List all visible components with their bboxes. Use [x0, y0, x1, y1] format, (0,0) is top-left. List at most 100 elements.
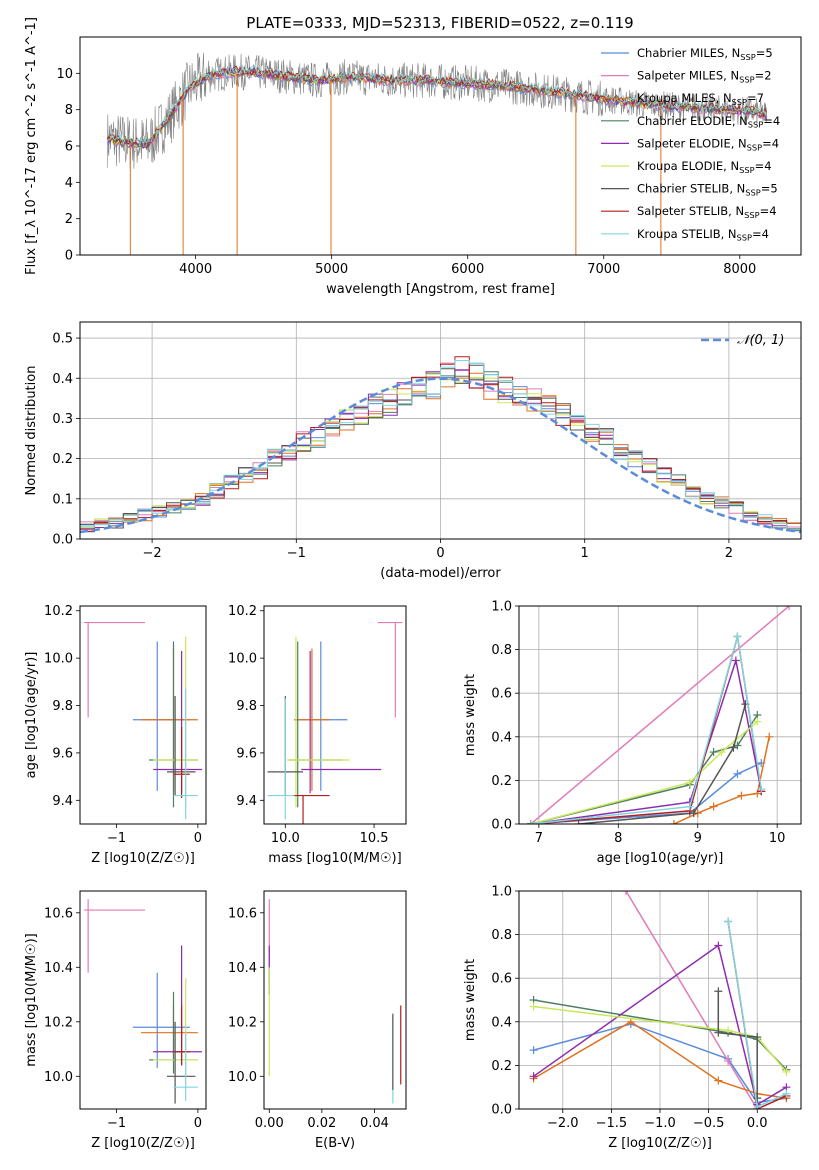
weight-point-marker: [574, 820, 583, 824]
weight-point-marker: [621, 891, 630, 895]
y-tick-label: 9.8: [52, 699, 73, 714]
x-tick-label: 7: [535, 831, 543, 846]
x-tick-label: 5000: [315, 262, 348, 277]
y-tick-label: 0.8: [491, 928, 512, 943]
legend-entry: Salpeter STELIB, NSSP=4: [637, 204, 777, 220]
y-tick-label: 0.2: [52, 452, 73, 467]
weight-point-marker: [753, 1094, 762, 1103]
y-tick-label: 1.0: [491, 885, 512, 900]
weight-series-line: [530, 762, 762, 824]
y-tick-label: 6: [65, 140, 73, 155]
x-axis-label: Z [log10(Z/Z☉)]: [91, 1136, 195, 1151]
x-tick-label: 0.02: [307, 1116, 336, 1131]
y-tick-label: 10.0: [228, 1070, 257, 1085]
errorbar-point: [294, 641, 348, 791]
weight-point-marker: [733, 769, 742, 778]
errorbar-point: [149, 641, 198, 808]
errorbar-point: [153, 945, 202, 1066]
errorbar-point: [294, 794, 330, 824]
errorbar-point: [267, 698, 295, 820]
plot-area-mass-vs-ebv: [268, 899, 402, 1104]
axes-frame: [518, 605, 802, 825]
x-tick-label: −2: [143, 546, 162, 561]
y-tick-label: 0.0: [52, 533, 73, 548]
errorbar-point: [377, 621, 403, 718]
axes-frame: [79, 890, 207, 1110]
y-tick-label: 0: [65, 249, 73, 264]
errorbar-point: [287, 636, 350, 808]
x-tick-label: 8: [614, 831, 622, 846]
y-tick-label: 10.6: [44, 906, 73, 921]
weight-point-marker: [782, 1067, 791, 1076]
legend-entry: Kroupa ELODIE, NSSP=4: [637, 159, 772, 175]
weight-series-line: [530, 720, 758, 824]
y-tick-label: 0.1: [52, 492, 73, 507]
y-tick-label: 0.3: [52, 412, 73, 427]
x-tick-label: 2: [725, 546, 733, 561]
x-tick-label: 9: [694, 831, 702, 846]
errorbar-point: [173, 1032, 198, 1101]
y-axis-label: Flux [f_λ 10^-17 erg cm^-2 s^-1 A^-1]: [24, 17, 39, 275]
weight-point-marker: [724, 917, 733, 926]
x-tick-label: 7000: [587, 262, 620, 277]
weight-point-marker: [669, 820, 678, 824]
x-tick-label: 10.5: [360, 831, 389, 846]
x-tick-label: 10: [769, 831, 786, 846]
weight-series-line: [530, 714, 758, 824]
x-tick-label: −2.0: [547, 1116, 579, 1131]
weight-series-line: [533, 1005, 787, 1073]
weight-point-marker: [757, 785, 766, 794]
weight-point-marker: [714, 987, 723, 996]
errorbar-point: [301, 651, 382, 794]
y-tick-label: 10.4: [228, 961, 257, 976]
x-tick-label: 0.00: [255, 1116, 284, 1131]
y-tick-label: 10.4: [44, 961, 73, 976]
x-axis-label: Z [log10(Z/Z☉)]: [91, 851, 195, 866]
legend-entry: Kroupa MILES, NSSP=7: [637, 91, 764, 107]
y-tick-label: 9.4: [236, 794, 257, 809]
legend-entry: Salpeter MILES, NSSP=2: [637, 69, 772, 85]
weight-point-marker: [753, 789, 762, 798]
weight-point-marker: [782, 1089, 791, 1098]
weight-point-marker: [685, 778, 694, 787]
x-tick-label: −1: [107, 831, 126, 846]
normal-distribution-curve: [80, 377, 801, 534]
y-tick-label: 10.2: [228, 604, 257, 619]
y-tick-label: 8: [65, 103, 73, 118]
weight-series-line: [533, 944, 787, 1106]
panel-mass-vs-ebv: 0.00 0.02 0.04 10.0 10.2 10.4 10.6 E(B-V): [228, 890, 407, 1151]
y-tick-label: 0.5: [52, 332, 73, 347]
y-axis-label: Normed distribution: [24, 366, 39, 496]
x-axis-label: mass [log10(M/M☉)]: [268, 851, 401, 866]
weight-point-marker: [714, 1028, 723, 1037]
panel-weight-vs-Z: −2.0 −1.5 −1.0 −0.5 0.0 0.0 0.2 0.4 0.6 0.8 1.0 Z […: [463, 885, 802, 1151]
weight-point-marker: [709, 802, 718, 811]
figure-title: PLATE=0333, MJD=52313, FIBERID=0522, z=0…: [246, 14, 633, 32]
y-tick-label: 2: [65, 212, 73, 227]
weight-series-line: [625, 891, 758, 1109]
y-axis-label: age [log10(age/yr)]: [24, 652, 39, 779]
x-tick-label: 0: [194, 831, 202, 846]
weight-series-line: [530, 657, 763, 824]
y-tick-label: 0.4: [52, 372, 73, 387]
weight-series-line: [530, 636, 763, 824]
x-tick-label: −1.5: [596, 1116, 628, 1131]
plot-area-weight-vs-age: [526, 606, 794, 824]
y-tick-label: 9.4: [52, 794, 73, 809]
errorbar-point: [84, 899, 146, 973]
y-tick-label: 9.8: [236, 699, 257, 714]
axes-frame: [263, 605, 407, 825]
x-tick-label: 4000: [179, 262, 212, 277]
weight-point-marker: [765, 732, 774, 741]
weight-point-marker: [529, 1046, 538, 1055]
y-tick-label: 0.6: [491, 687, 512, 702]
weight-series-line: [578, 703, 747, 824]
errorbar-point: [294, 648, 330, 791]
weight-point-marker: [753, 717, 762, 726]
axes-overlay-residuals: −2 −1 0 1 2 0.0 0.1 0.2 0.3 0.4 0.5 (data-model)/er…: [24, 321, 802, 581]
y-tick-label: 9.6: [236, 746, 257, 761]
y-tick-label: 0.8: [491, 643, 512, 658]
weight-point-marker: [731, 656, 740, 665]
y-tick-label: 0.4: [491, 730, 512, 745]
